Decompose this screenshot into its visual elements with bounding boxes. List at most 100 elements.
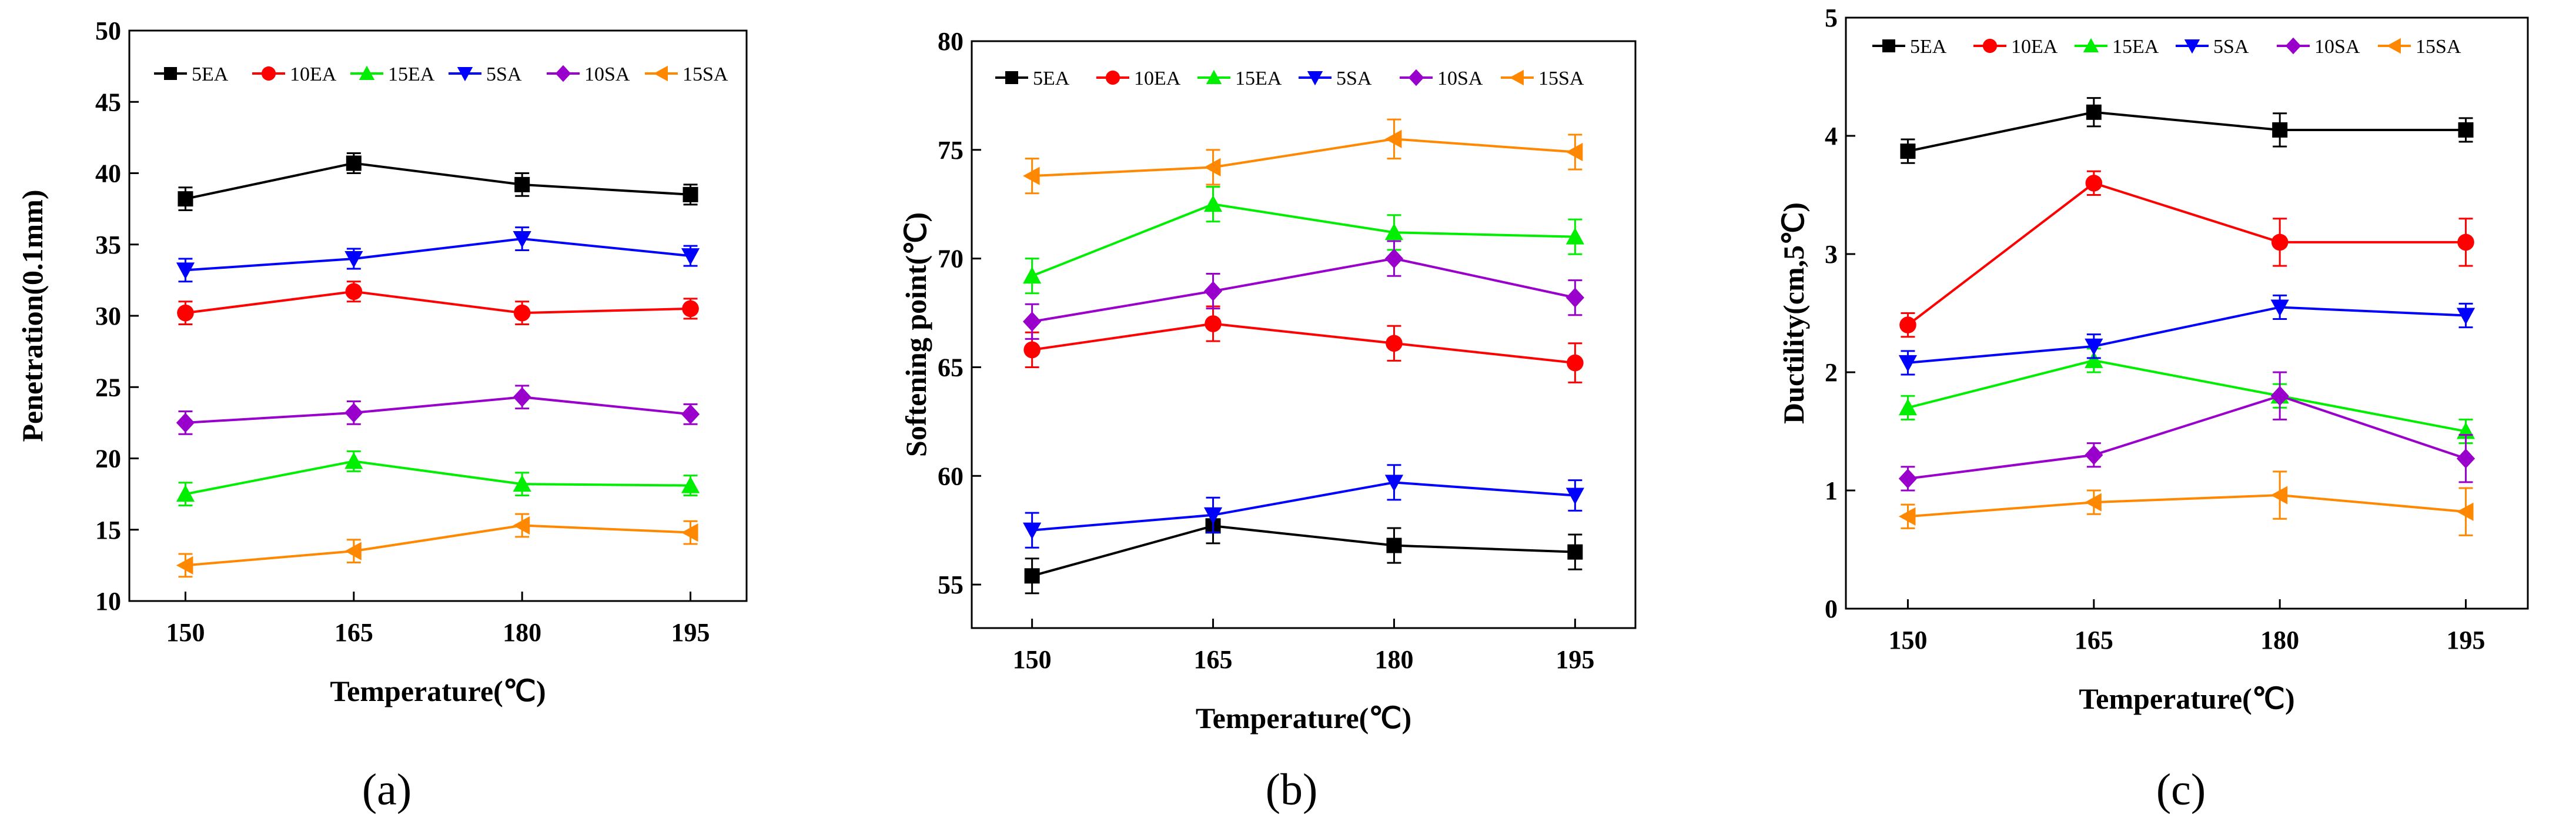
chart-panel-2: 55 60 65 70 75 80 150 165 180 195 Temperature(℃) So… bbox=[899, 27, 1637, 814]
data-point bbox=[2085, 493, 2102, 512]
data-point bbox=[513, 516, 530, 535]
legend-marker bbox=[555, 65, 571, 82]
data-point bbox=[2270, 486, 2288, 505]
x-axis-label: Temperature(℃) bbox=[330, 675, 546, 707]
data-point bbox=[1565, 228, 1584, 245]
x-axis-label: Temperature(℃) bbox=[1196, 702, 1411, 734]
data-point bbox=[2085, 351, 2103, 368]
y-tick-label: 25 bbox=[95, 373, 121, 402]
legend-label-15SA: 15SA bbox=[2416, 36, 2461, 58]
legend-label-5EA: 5EA bbox=[1033, 68, 1070, 89]
series-10SA bbox=[176, 385, 700, 435]
data-point bbox=[2456, 448, 2475, 469]
data-point bbox=[2272, 122, 2288, 138]
legend-marker bbox=[261, 66, 276, 81]
y-tick-label: 65 bbox=[938, 353, 964, 382]
panel-caption: (c) bbox=[2156, 765, 2206, 814]
legend-marker bbox=[1206, 69, 1222, 84]
y-tick-label: 3 bbox=[1825, 240, 1838, 269]
x-tick-label: 165 bbox=[334, 618, 373, 647]
legend-label-15EA: 15EA bbox=[388, 64, 435, 85]
data-point bbox=[1899, 316, 1916, 333]
data-point bbox=[513, 475, 531, 492]
y-tick-label: 0 bbox=[1825, 595, 1838, 623]
legend-label-10SA: 10SA bbox=[2314, 36, 2360, 58]
plot-frame bbox=[971, 40, 1637, 629]
data-point bbox=[344, 452, 363, 469]
data-point bbox=[176, 412, 195, 433]
y-tick-label: 35 bbox=[95, 231, 121, 259]
data-point bbox=[681, 404, 700, 425]
legend-marker bbox=[1307, 71, 1323, 86]
data-point bbox=[2456, 502, 2474, 521]
legend-marker bbox=[653, 65, 668, 82]
data-point bbox=[513, 387, 531, 408]
data-point bbox=[1384, 223, 1404, 241]
series-line-10SA bbox=[1032, 257, 1575, 323]
data-point bbox=[344, 251, 363, 268]
y-tick-label: 30 bbox=[95, 302, 121, 330]
x-tick-label: 195 bbox=[2447, 626, 2485, 655]
data-point bbox=[346, 155, 362, 171]
series-10EA bbox=[1023, 305, 1584, 383]
x-tick-label: 180 bbox=[503, 618, 541, 647]
legend-marker bbox=[1882, 39, 1895, 52]
legend-marker bbox=[1408, 69, 1424, 86]
x-tick-label: 165 bbox=[1194, 645, 1233, 674]
y-axis-label: Softening point(℃) bbox=[899, 212, 932, 457]
data-point bbox=[1386, 537, 1402, 553]
series-10SA bbox=[1898, 371, 2475, 492]
data-point bbox=[681, 476, 700, 493]
data-point bbox=[2085, 175, 2103, 192]
y-tick-label: 55 bbox=[938, 570, 964, 599]
series-10EA bbox=[1899, 170, 2474, 338]
data-point bbox=[178, 191, 193, 207]
series-5EA bbox=[1024, 508, 1583, 595]
data-point bbox=[514, 176, 530, 192]
data-point bbox=[1384, 129, 1402, 148]
legend-label-15SA: 15SA bbox=[683, 64, 728, 85]
chart-panel-3: 0 1 2 3 4 5 150 165 180 195 Temperature(℃) Ductilit… bbox=[1777, 4, 2529, 814]
data-point bbox=[344, 542, 362, 560]
series-line-15SA bbox=[1908, 494, 2466, 518]
x-tick-label: 195 bbox=[1555, 645, 1594, 674]
data-point bbox=[176, 485, 195, 502]
series-15SA bbox=[176, 513, 698, 578]
data-point bbox=[1023, 311, 1042, 332]
series-10SA bbox=[1023, 240, 1584, 340]
series-15EA bbox=[1898, 348, 2475, 445]
data-point bbox=[1203, 281, 1223, 301]
panel-caption: (a) bbox=[362, 765, 412, 814]
data-point bbox=[682, 300, 699, 318]
data-point bbox=[176, 262, 195, 279]
series-line-5EA bbox=[1032, 525, 1575, 577]
data-point bbox=[1023, 166, 1040, 185]
legend-marker bbox=[2184, 39, 2200, 54]
series-5EA bbox=[1900, 97, 2474, 164]
y-tick-label: 60 bbox=[938, 462, 964, 490]
x-tick-label: 150 bbox=[166, 618, 205, 647]
legend-marker bbox=[359, 65, 375, 80]
series-5SA bbox=[1023, 464, 1584, 549]
data-point bbox=[2458, 122, 2474, 138]
data-point bbox=[1384, 475, 1404, 492]
legend-marker bbox=[1105, 70, 1120, 85]
data-point bbox=[1023, 522, 1042, 540]
x-tick-label: 150 bbox=[1888, 626, 1927, 655]
series-10EA bbox=[177, 281, 699, 326]
data-point bbox=[1898, 469, 1918, 489]
legend-label-5SA: 5SA bbox=[486, 64, 522, 85]
data-point bbox=[1565, 488, 1584, 505]
data-point bbox=[681, 523, 698, 542]
series-15EA bbox=[1023, 186, 1584, 295]
legend-marker bbox=[2083, 38, 2099, 52]
legend-label-5SA: 5SA bbox=[2213, 36, 2249, 58]
legend-label-10EA: 10EA bbox=[1134, 68, 1181, 89]
plot-frame bbox=[1845, 16, 2529, 610]
y-tick-label: 10 bbox=[95, 587, 121, 616]
data-point bbox=[1384, 248, 1404, 269]
series-line-10SA bbox=[1908, 395, 2467, 480]
data-point bbox=[177, 304, 194, 322]
series-line-15EA bbox=[185, 460, 691, 496]
